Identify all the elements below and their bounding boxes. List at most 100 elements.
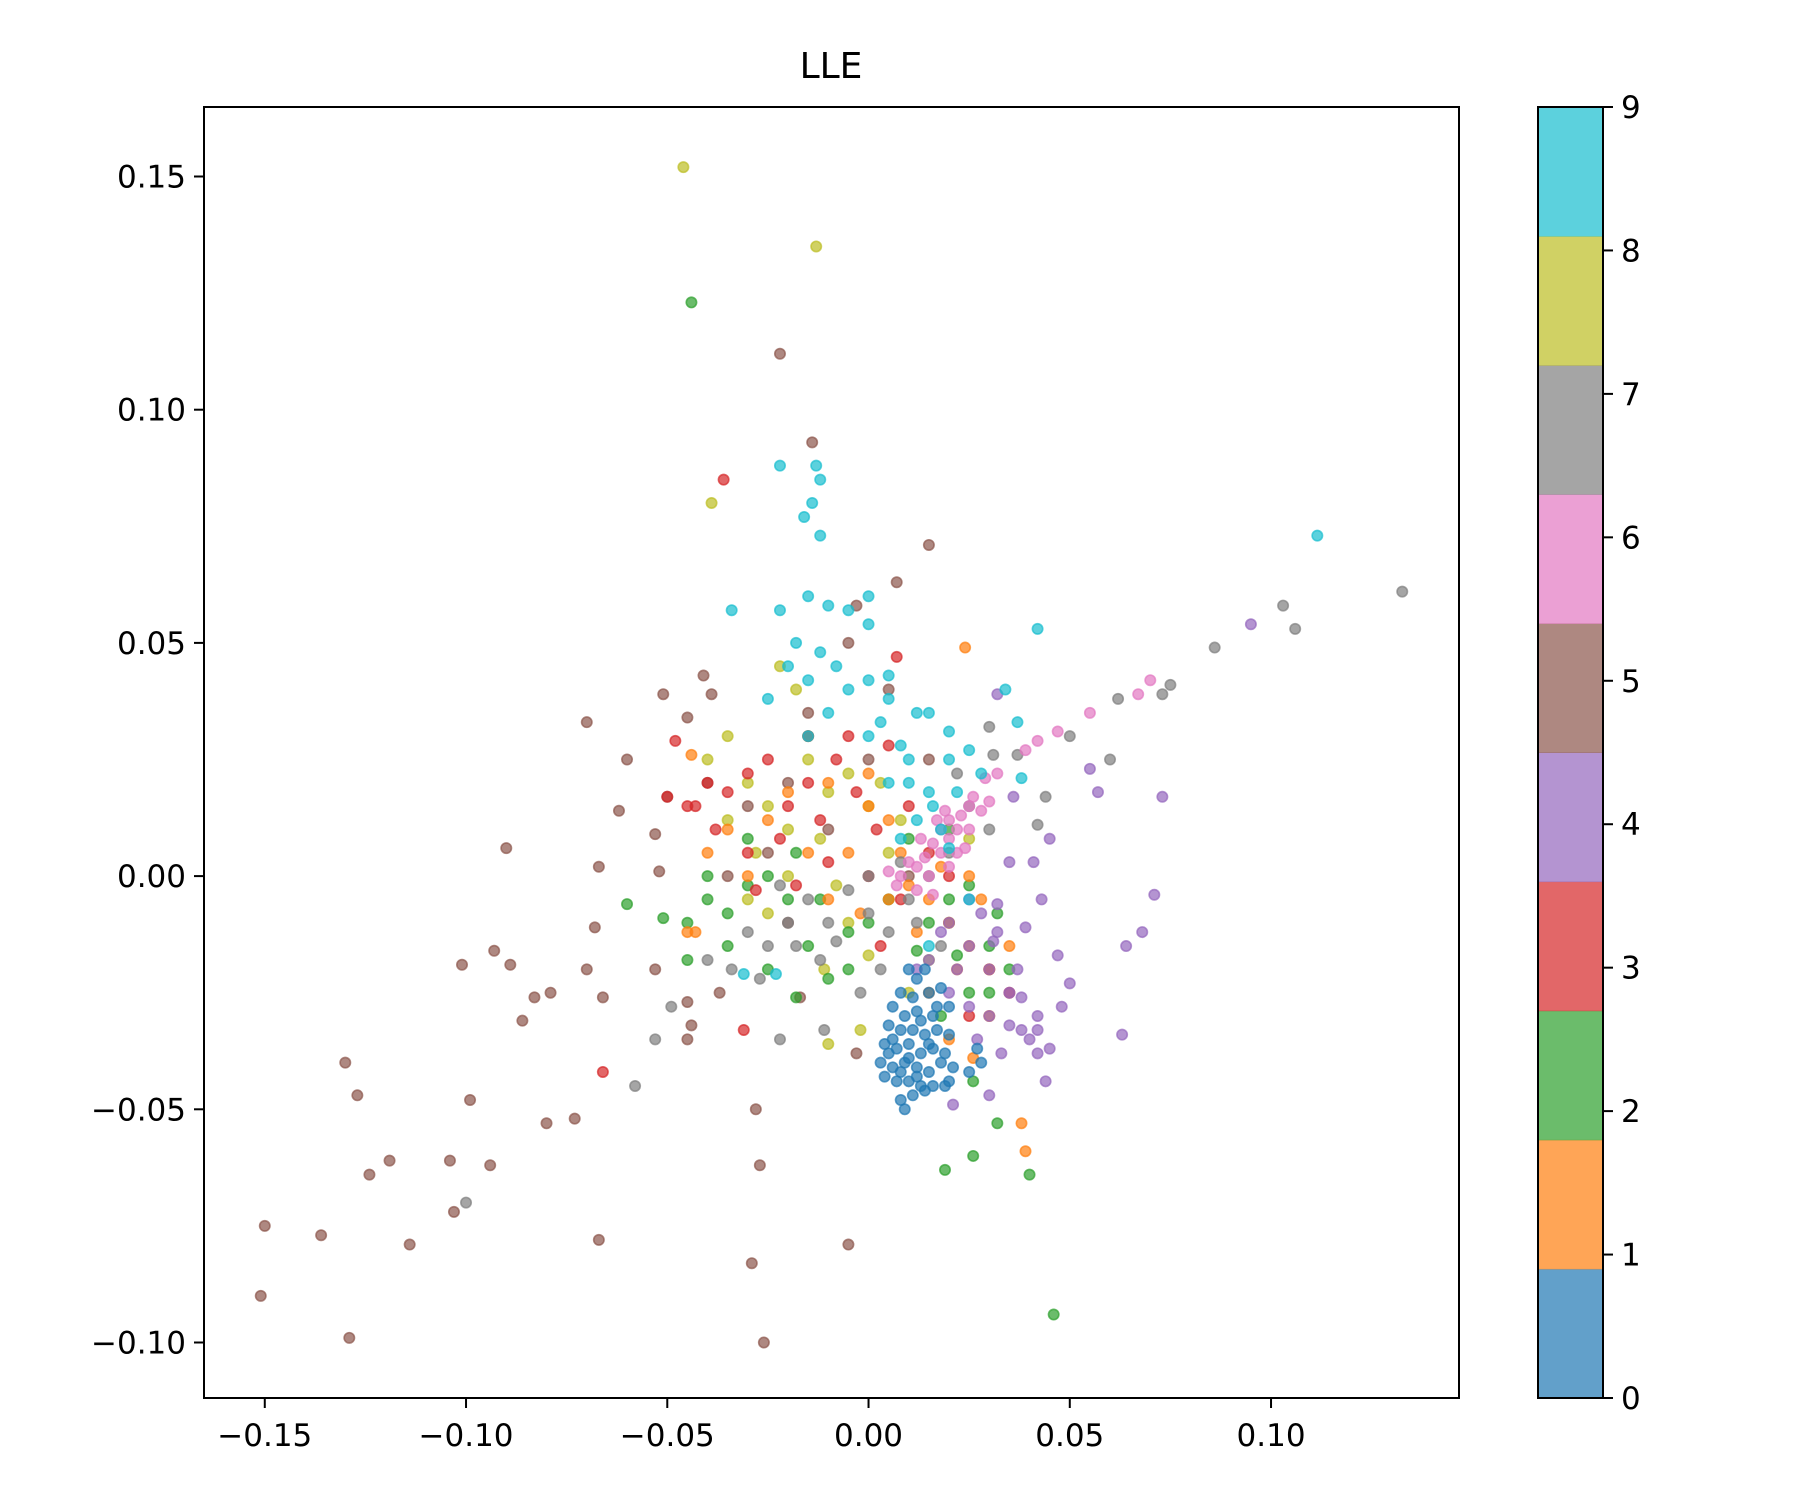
data-point-class-8 — [701, 753, 714, 766]
data-point-class-9 — [1311, 529, 1324, 542]
data-point-class-0 — [914, 1047, 927, 1060]
data-point-class-4 — [1055, 1000, 1068, 1013]
data-point-class-2 — [842, 963, 855, 976]
data-point-class-5 — [761, 846, 774, 859]
data-point-class-3 — [709, 823, 722, 836]
data-point-class-8 — [810, 240, 823, 253]
data-point-class-5 — [705, 688, 718, 701]
data-point-class-9 — [910, 814, 923, 827]
data-point-class-9 — [862, 730, 875, 743]
data-point-class-7 — [701, 954, 714, 967]
data-point-class-6 — [951, 823, 964, 836]
data-point-class-2 — [721, 940, 734, 953]
data-point-class-2 — [761, 870, 774, 883]
y-tick-label: 0.10 — [117, 393, 186, 429]
data-point-class-2 — [701, 870, 714, 883]
data-point-class-6 — [963, 800, 976, 813]
data-point-class-9 — [922, 940, 935, 953]
data-point-class-7 — [862, 870, 875, 883]
data-point-class-9 — [798, 510, 811, 523]
data-point-class-7 — [1164, 678, 1177, 691]
colorbar-band-4 — [1538, 752, 1603, 883]
data-point-class-1 — [782, 786, 795, 799]
x-tick-label: 0.10 — [1237, 1418, 1306, 1454]
data-point-class-9 — [943, 753, 956, 766]
data-point-class-1 — [1003, 940, 1016, 953]
data-point-class-1 — [685, 748, 698, 761]
data-point-class-9 — [822, 706, 835, 719]
data-point-class-9 — [910, 706, 923, 719]
data-point-class-5 — [922, 538, 935, 551]
data-point-class-4 — [1244, 618, 1257, 631]
data-point-class-7 — [818, 1024, 831, 1037]
data-point-class-6 — [1144, 674, 1157, 687]
data-point-class-7 — [802, 893, 815, 906]
data-point-class-9 — [963, 893, 976, 906]
data-point-class-6 — [939, 804, 952, 817]
data-point-class-0 — [894, 1024, 907, 1037]
data-point-class-5 — [363, 1168, 376, 1181]
data-point-class-9 — [943, 725, 956, 738]
data-point-class-2 — [967, 1149, 980, 1162]
data-point-class-0 — [943, 1028, 956, 1041]
data-point-class-7 — [773, 879, 786, 892]
data-point-class-5 — [681, 711, 694, 724]
data-point-class-8 — [782, 823, 795, 836]
data-point-class-7 — [1277, 599, 1290, 612]
data-point-class-3 — [596, 1065, 609, 1078]
data-point-class-9 — [882, 776, 895, 789]
data-point-class-3 — [737, 1024, 750, 1037]
data-point-class-5 — [612, 804, 625, 817]
data-point-class-5 — [721, 870, 734, 883]
y-tick-label: −0.10 — [91, 1325, 186, 1361]
data-point-class-5 — [697, 669, 710, 682]
x-tick-label: 0.00 — [834, 1418, 903, 1454]
x-tick-label: −0.05 — [620, 1418, 715, 1454]
data-point-class-0 — [874, 1056, 887, 1069]
data-point-class-5 — [757, 1336, 770, 1349]
data-point-class-4 — [983, 963, 996, 976]
data-point-class-4 — [963, 940, 976, 953]
data-point-class-5 — [890, 576, 903, 589]
data-point-class-1 — [959, 641, 972, 654]
data-point-class-0 — [882, 1019, 895, 1032]
data-point-class-4 — [1043, 832, 1056, 845]
scatter-points — [254, 161, 1409, 1349]
data-point-class-6 — [882, 865, 895, 878]
data-point-class-9 — [790, 636, 803, 649]
data-point-class-4 — [1027, 856, 1040, 869]
data-point-class-1 — [701, 846, 714, 859]
data-point-class-8 — [854, 1024, 867, 1037]
data-point-class-9 — [922, 706, 935, 719]
data-point-class-5 — [500, 842, 513, 855]
colorbar-band-0 — [1538, 1268, 1603, 1399]
data-point-class-2 — [681, 954, 694, 967]
data-point-class-9 — [902, 753, 915, 766]
data-point-class-1 — [862, 767, 875, 780]
data-point-class-5 — [443, 1154, 456, 1167]
data-point-class-9 — [862, 590, 875, 603]
data-point-class-5 — [741, 800, 754, 813]
data-point-class-9 — [830, 660, 843, 673]
data-point-class-5 — [753, 1159, 766, 1172]
data-point-class-9 — [1031, 622, 1044, 635]
data-point-class-9 — [862, 618, 875, 631]
data-point-class-3 — [842, 730, 855, 743]
data-point-class-4 — [1019, 921, 1032, 934]
data-point-class-0 — [922, 1065, 935, 1078]
data-point-class-0 — [922, 1038, 935, 1051]
data-point-class-6 — [943, 860, 956, 873]
data-point-class-5 — [516, 1014, 529, 1027]
data-point-class-4 — [1083, 762, 1096, 775]
data-point-class-9 — [773, 604, 786, 617]
data-point-class-0 — [910, 972, 923, 985]
data-point-class-9 — [1011, 716, 1024, 729]
data-point-class-0 — [902, 963, 915, 976]
data-point-class-6 — [926, 888, 939, 901]
data-point-class-5 — [343, 1331, 356, 1344]
data-point-class-5 — [592, 860, 605, 873]
data-point-class-4 — [1015, 991, 1028, 1004]
data-point-class-5 — [403, 1238, 416, 1251]
data-point-class-4 — [1116, 1028, 1129, 1041]
data-point-class-5 — [596, 991, 609, 1004]
